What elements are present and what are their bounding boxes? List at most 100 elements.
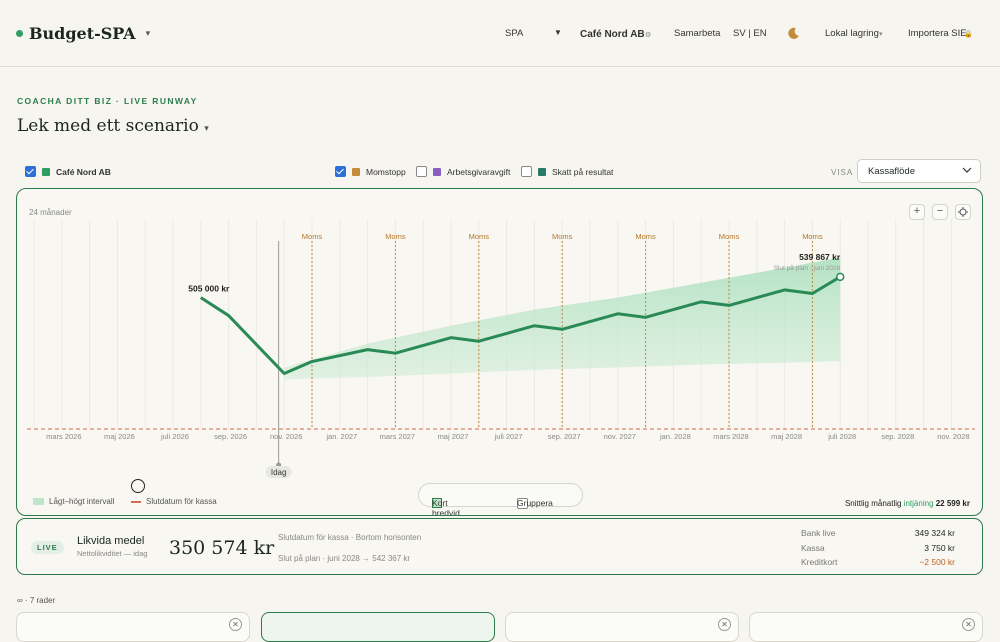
account-value: 349 324 kr bbox=[914, 528, 955, 538]
account-value: −2 500 kr bbox=[919, 557, 955, 567]
checkbox[interactable] bbox=[25, 166, 36, 177]
today-label: Idag bbox=[271, 468, 287, 477]
cursor-ring bbox=[131, 479, 145, 493]
x-tick-label: jan. 2028 bbox=[659, 432, 691, 441]
x-tick-label: maj 2026 bbox=[104, 432, 135, 441]
chart-card: Moms Moms Moms Moms Moms Moms Moms Idag 505 000 … bbox=[16, 188, 983, 516]
company-name[interactable]: Café Nord AB bbox=[580, 29, 645, 40]
liquidity-amount: 350 574 kr bbox=[169, 537, 275, 559]
view-select-value: Kassaflöde bbox=[868, 166, 916, 177]
x-tick-label: sep. 2028 bbox=[881, 432, 914, 441]
page-title[interactable]: Lek med ett scenario ▾ bbox=[17, 116, 209, 136]
zoom-in-button[interactable]: + bbox=[909, 204, 925, 220]
chevron-down-icon: ▾ bbox=[145, 28, 151, 38]
brand[interactable]: Budget-SPA ▾ bbox=[16, 24, 150, 43]
plan-line bbox=[199, 275, 841, 375]
moon-icon[interactable] bbox=[787, 27, 800, 40]
cards-icon bbox=[432, 498, 442, 508]
x-tick-label: juli 2027 bbox=[494, 432, 523, 441]
brand-name: Budget-SPA bbox=[29, 24, 136, 43]
checkbox[interactable] bbox=[517, 498, 528, 509]
status-dot bbox=[16, 30, 23, 37]
chevron-down-icon: ▾ bbox=[879, 31, 883, 38]
view-toggle[interactable]: Kort bredvid Gruppera bbox=[418, 483, 583, 515]
close-icon[interactable]: ✕ bbox=[229, 618, 242, 631]
color-swatch bbox=[42, 167, 50, 176]
period-label: 24 månader bbox=[29, 208, 72, 217]
filter-employer-fee[interactable]: Arbetsgivaravgift bbox=[416, 166, 510, 177]
cash-end-date: Slutdatum för kassa · Bortom horisonten bbox=[278, 533, 422, 542]
legend-end-date: Slutdatum för kassa bbox=[131, 497, 217, 506]
vat-marker-label: Moms bbox=[469, 232, 490, 241]
row-card[interactable] bbox=[261, 612, 495, 642]
toggle-group-label: Gruppera bbox=[517, 498, 553, 508]
recenter-button[interactable] bbox=[955, 204, 971, 220]
filter-tax[interactable]: Skatt på resultat bbox=[521, 166, 613, 177]
zoom-out-button[interactable]: − bbox=[932, 204, 948, 220]
row-card[interactable]: ✕ bbox=[505, 612, 739, 642]
color-swatch bbox=[433, 167, 441, 176]
range-swatch bbox=[33, 498, 44, 505]
spa-select[interactable]: SPA bbox=[505, 28, 524, 39]
x-tick-label: sep. 2027 bbox=[548, 432, 581, 441]
vat-marker-label: Moms bbox=[802, 232, 823, 241]
x-tick-label: juli 2026 bbox=[160, 432, 189, 441]
x-tick-label: nov. 2026 bbox=[270, 432, 302, 441]
filter-vat[interactable]: Momstopp bbox=[335, 166, 406, 177]
filter-company[interactable]: Café Nord AB bbox=[25, 166, 111, 177]
gear-icon[interactable]: ⚙ bbox=[645, 32, 652, 39]
checkbox[interactable] bbox=[521, 166, 532, 177]
liquidity-title: Likvida medel bbox=[77, 535, 145, 547]
x-tick-label: juli 2028 bbox=[827, 432, 856, 441]
x-tick-label: maj 2028 bbox=[771, 432, 802, 441]
cashflow-chart[interactable]: Moms Moms Moms Moms Moms Moms Moms Idag 505 000 … bbox=[17, 189, 981, 515]
view-select[interactable]: Kassaflöde bbox=[857, 159, 981, 183]
row-card[interactable]: ✕ bbox=[749, 612, 983, 642]
lock-icon: 🔒 bbox=[964, 31, 973, 38]
close-icon[interactable]: ✕ bbox=[718, 618, 731, 631]
crosshair-icon bbox=[958, 207, 968, 217]
x-tick-label: nov. 2028 bbox=[937, 432, 969, 441]
legend-label: Lågt–högt intervall bbox=[49, 497, 115, 506]
live-badge: LIVE bbox=[31, 541, 64, 554]
today-badge bbox=[265, 466, 292, 478]
end-value-label: 539 867 kr bbox=[799, 252, 841, 262]
rows-count: ∞ · 7 rader bbox=[17, 596, 56, 605]
legend-range: Lågt–högt intervall bbox=[33, 497, 114, 506]
x-tick-label: mars 2028 bbox=[713, 432, 748, 441]
local-storage-menu[interactable]: Lokal lagring bbox=[825, 28, 879, 39]
x-tick-label: nov. 2027 bbox=[604, 432, 636, 441]
chevron-down-icon[interactable]: ▼ bbox=[554, 28, 562, 37]
account-name: Kreditkort bbox=[801, 557, 838, 567]
plan-end: Slut på plan · juni 2028 → 542 367 kr bbox=[278, 554, 411, 563]
collaborate-link[interactable]: Samarbeta bbox=[674, 28, 721, 39]
top-bar: Budget-SPA ▾ SPA ▼ Café Nord AB ⚙ Samarb… bbox=[0, 0, 1000, 67]
filter-label: Skatt på resultat bbox=[552, 166, 614, 177]
avg-earnings: Snittlig månatlig intjäning 22 599 kr bbox=[845, 499, 970, 508]
account-name: Bank live bbox=[801, 528, 836, 538]
color-swatch bbox=[538, 167, 546, 176]
checkbox[interactable] bbox=[416, 166, 427, 177]
close-icon[interactable]: ✕ bbox=[962, 618, 975, 631]
checkbox[interactable] bbox=[335, 166, 346, 177]
import-sie-button[interactable]: Importera SIE bbox=[908, 28, 967, 39]
legend-label: Slutdatum för kassa bbox=[146, 497, 217, 506]
row-card[interactable]: ✕ bbox=[16, 612, 250, 642]
liquidity-card[interactable]: LIVE Likvida medel Nettolikviditet — ida… bbox=[16, 518, 983, 575]
view-label: VISA bbox=[831, 168, 854, 177]
vat-marker-label: Moms bbox=[302, 232, 323, 241]
color-swatch bbox=[352, 167, 360, 176]
avg-earnings-value: 22 599 kr bbox=[935, 499, 970, 508]
chevron-down-icon: ▾ bbox=[204, 124, 209, 134]
x-tick-label: maj 2027 bbox=[438, 432, 469, 441]
end-date-swatch bbox=[131, 500, 141, 503]
filter-label: Arbetsgivaravgift bbox=[447, 166, 511, 177]
chevron-down-icon bbox=[962, 167, 972, 173]
end-sub-label: Slut på plan · juni 2028 bbox=[774, 264, 841, 272]
filter-label: Momstopp bbox=[366, 166, 406, 177]
language-switch[interactable]: SV | EN bbox=[733, 28, 767, 39]
start-value-label: 505 000 kr bbox=[188, 284, 230, 294]
vat-marker-label: Moms bbox=[635, 232, 656, 241]
account-value: 3 750 kr bbox=[924, 543, 955, 553]
avg-earnings-prefix: Snittlig månatlig bbox=[844, 499, 902, 508]
